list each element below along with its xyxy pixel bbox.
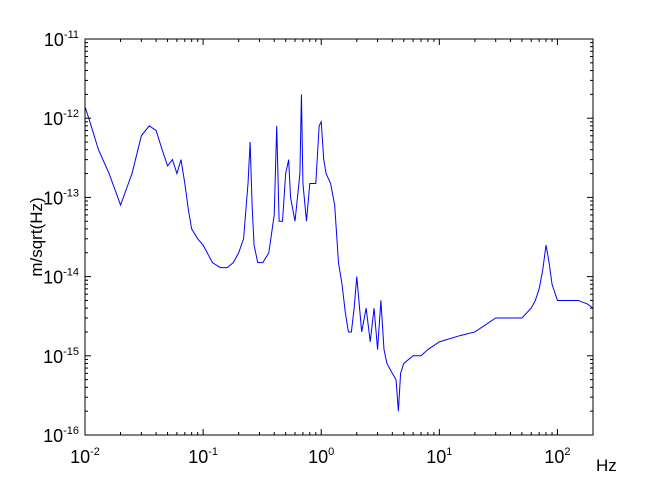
x-axis-label: Hz [596,456,617,475]
y-tick-label: 10-16 [43,425,79,446]
y-tick-label: 10-12 [43,108,79,129]
x-tick-label: 100 [308,446,334,467]
y-axis-label: m/sqrt(Hz) [27,197,46,276]
series-layer [84,94,594,412]
y-tick-label: 10-15 [43,346,79,367]
y-tick-label: 10-11 [44,29,79,50]
x-tick-label: 10-2 [70,446,100,467]
x-tick-label: 10-1 [188,446,218,467]
y-tick-label: 10-14 [43,267,79,288]
series-line-0 [84,94,594,412]
plot-area [84,38,594,436]
y-tick-label: 10-13 [43,187,79,208]
x-tick-label: 101 [426,446,452,467]
tick-layer: 10-2 10-1 100 101 102 10-16 10-15 10-14 10-13 10-… [43,29,594,467]
x-tick-label: 102 [544,446,570,467]
